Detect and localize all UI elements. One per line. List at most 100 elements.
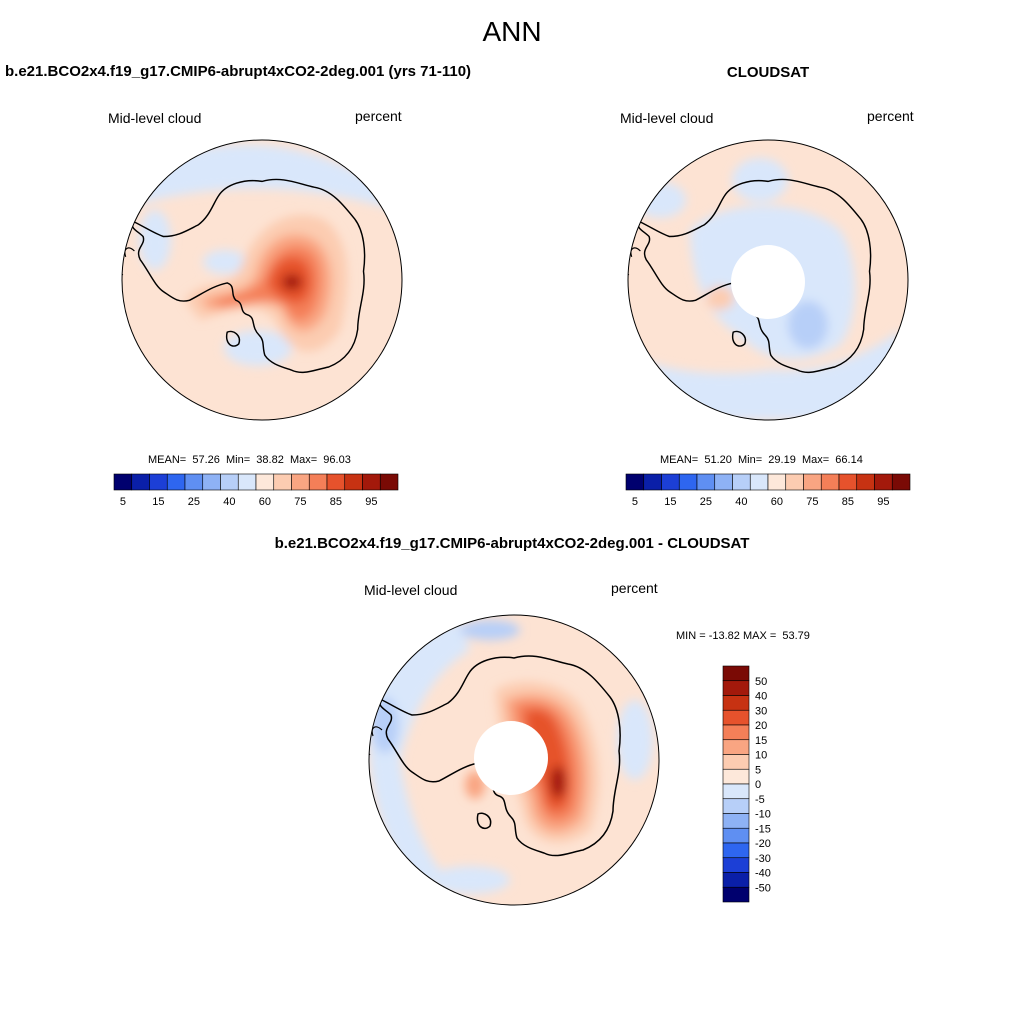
obs-colorbar-swatch [678,473,698,491]
model-colorbar-swatch [184,473,204,491]
obs-colorbar-swatch [625,473,645,491]
diff-blue-patch-east [617,700,653,780]
obs-colorbar-swatch [643,473,662,491]
model-variable-label: Mid-level cloud [108,110,202,126]
model-colorbar-tick-label: 85 [330,496,342,508]
obs-units-label: percent [867,108,914,124]
obs-map-border [627,139,909,421]
obs-map [627,139,909,421]
diff-colorbar-swatch [722,872,750,888]
obs-colorbar-swatch [767,473,787,491]
obs-max-value: 66.14 [835,454,863,466]
obs-colorbar-tick-label: 25 [700,496,712,508]
diff-colorbar-swatch [722,724,750,741]
model-high-cloud-max [282,274,302,290]
model-mean-label: MEAN= [148,454,187,466]
obs-max-label: Max= [801,454,830,466]
panel-diff-title: b.e21.BCO2x4.f19_g17.CMIP6-abrupt4xCO2-2… [274,535,750,552]
model-max-value: 96.03 [323,454,351,466]
obs-colorbar-swatch [874,473,893,491]
diff-positive-max [550,766,566,798]
model-colorbar-tick-label: 5 [120,496,126,508]
diff-map-border [368,614,660,906]
model-colorbar-tick-label: 60 [259,496,271,508]
obs-min-value: 29.19 [768,454,796,466]
obs-blue-patch-west [634,182,686,218]
diff-colorbar-tick-label: -15 [755,823,771,835]
model-map [121,139,403,421]
model-colorbar-swatch [291,473,310,491]
diff-stats: MIN = -13.82 MAX = 53.79 [676,630,810,642]
diff-units-label: percent [611,580,658,596]
model-colorbar-swatch [344,473,363,491]
model-mean-value: 57.26 [192,454,220,466]
diff-map [368,614,660,906]
model-units-label: percent [355,108,402,124]
obs-stats: MEAN= 51.20 Min= 29.19 Max= 66.14 [660,454,863,466]
diff-colorbar-tick-label: 5 [755,764,761,776]
diff-blue-ring-west [369,620,470,890]
diff-colorbar-tick-label: 50 [755,676,767,688]
obs-colorbar-tick-label: 15 [664,496,676,508]
diff-colorbar-swatch [722,695,750,711]
diff-colorbar-swatch [722,680,750,696]
model-colorbar-tick-label: 25 [188,496,200,508]
diff-colorbar-swatch [722,886,750,903]
obs-min-label: Min= [738,454,763,466]
diff-colorbar-swatch [722,709,750,726]
obs-colorbar-tick-label: 95 [877,496,889,508]
diff-missing-pole [474,721,548,795]
model-min-value: 38.82 [256,454,284,466]
obs-colorbar-swatch [714,473,733,491]
model-colorbar-swatch [273,473,292,491]
obs-variable-label: Mid-level cloud [620,110,714,126]
diff-colorbar-tick-label: -50 [755,882,771,894]
obs-colorbar-swatch [661,473,680,491]
model-min-label: Min= [226,454,251,466]
diff-colorbar-tick-label: 0 [755,779,761,791]
obs-colorbar-swatch [838,473,858,491]
model-colorbar-swatch [308,473,328,491]
obs-colorbar-swatch [856,473,875,491]
model-colorbar-swatch [220,473,239,491]
model-colorbar-swatch [166,473,186,491]
diff-colorbar-tick-label: -40 [755,868,771,880]
diff-colorbar-swatch [722,857,750,873]
obs-colorbar-tick-label: 5 [632,496,638,508]
obs-colorbar-tick-label: 40 [735,496,747,508]
diff-colorbar-tick-label: -10 [755,809,771,821]
diff-colorbar-tick-label: -20 [755,838,771,850]
obs-colorbar-tick-label: 60 [771,496,783,508]
model-colorbar-swatch [202,473,221,491]
figure-title: ANN [482,16,542,47]
diff-colorbar-swatch [722,665,750,682]
model-colorbar-swatch [379,473,399,491]
model-colorbar-tick-label: 40 [223,496,235,508]
obs-colorbar-swatch [732,473,751,491]
model-colorbar-swatch [362,473,381,491]
obs-colorbar-swatch [785,473,804,491]
diff-colorbar-swatch [722,842,750,859]
model-colorbar-swatch [113,473,133,491]
model-colorbar-swatch [326,473,346,491]
model-colorbar-swatch [131,473,150,491]
obs-colorbar-swatch [803,473,822,491]
diff-colorbar-swatch [722,798,750,814]
model-colorbar-swatch [149,473,168,491]
obs-colorbar-tick-label: 75 [806,496,818,508]
diff-colorbar-tick-label: 15 [755,735,767,747]
model-map-border [121,139,403,421]
panel-right-title: CLOUDSAT [726,64,810,81]
diff-colorbar-swatch [722,754,750,770]
obs-blue-sea-ice-south [630,330,905,420]
diff-colorbar-swatch [722,739,750,755]
obs-colorbar-swatch [891,473,911,491]
model-blue-patch-weddell [203,250,247,274]
diff-colorbar-tick-label: 30 [755,705,767,717]
obs-colorbar-swatch [696,473,716,491]
diff-colorbar-swatch [722,813,750,829]
model-colorbar-tick-label: 75 [294,496,306,508]
obs-colorbar-swatch [749,473,769,491]
